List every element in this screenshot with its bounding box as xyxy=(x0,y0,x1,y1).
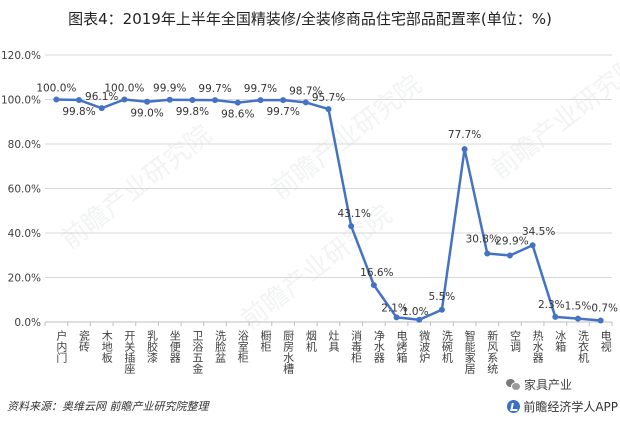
data-label: 99.7% xyxy=(244,83,277,95)
x-tick-label: 洗脸盆 xyxy=(214,330,227,363)
x-tick-label: 热水器 xyxy=(531,330,544,364)
x-tick-label: 智能家居 xyxy=(463,329,476,375)
data-point xyxy=(144,98,151,105)
watermark-text: 前瞻产业研究院 xyxy=(486,50,620,186)
data-label: 95.7% xyxy=(312,92,345,104)
data-label: 29.9% xyxy=(495,235,528,247)
data-point xyxy=(552,313,559,320)
data-point xyxy=(484,250,491,257)
app-logo-icon xyxy=(507,399,521,413)
data-label: 30.8% xyxy=(466,233,499,245)
wechat-watermark: 家具产业 xyxy=(506,376,572,393)
data-point xyxy=(438,306,445,313)
x-tick-label: 空调 xyxy=(508,329,521,353)
data-point xyxy=(302,99,309,106)
data-point xyxy=(597,317,604,324)
data-label: 99.7% xyxy=(198,83,231,95)
data-point xyxy=(325,106,332,113)
y-tick-label: 40.0% xyxy=(8,228,41,240)
x-tick-label: 橱柜 xyxy=(259,329,272,353)
data-point xyxy=(189,96,196,103)
app-badge-label: 前瞻经济学人APP xyxy=(523,399,618,414)
data-label: 5.5% xyxy=(429,291,456,303)
x-tick-label: 电视 xyxy=(599,330,612,352)
data-label: 43.1% xyxy=(338,208,371,220)
x-tick-label: 卫浴五金 xyxy=(191,330,204,374)
data-label-layer: 100.0%99.8%96.1%100.0%99.0%99.9%99.8%99.… xyxy=(36,83,618,318)
x-tick-label: 浴室柜 xyxy=(236,330,249,364)
x-axis: 户内门 瓷砖 木地板 开关插座 乳胶漆 坐便器 卫浴五金 洗脸盆 浴室柜 橱柜 厨房水槽 烟机 灶具 消毒… xyxy=(44,321,613,375)
data-point xyxy=(76,96,83,103)
data-label: 99.9% xyxy=(153,83,186,95)
data-label: 99.8% xyxy=(62,106,95,118)
y-tick-label: 100.0% xyxy=(1,95,41,107)
y-tick-label: 0.0% xyxy=(14,317,41,329)
data-point xyxy=(574,315,581,322)
x-tick-label: 开关插座 xyxy=(123,330,136,374)
x-tick-label: 烟机 xyxy=(304,329,317,352)
data-label: 2.1% xyxy=(381,302,408,314)
app-badge: 前瞻经济学人APP xyxy=(507,394,618,418)
data-label: 99.0% xyxy=(130,108,163,120)
x-tick-label: 乳胶漆 xyxy=(146,330,159,363)
data-point xyxy=(416,316,423,323)
data-label: 98.7% xyxy=(289,85,322,97)
data-point xyxy=(53,96,60,103)
data-label: 1.5% xyxy=(565,301,592,313)
data-label: 34.5% xyxy=(522,226,555,238)
x-tick-label: 洗衣机 xyxy=(576,330,589,363)
wechat-watermark-label: 家具产业 xyxy=(524,378,573,392)
data-point xyxy=(257,97,264,104)
x-tick-label: 新风系统 xyxy=(486,329,499,374)
chart-title: 图表4：2019年上半年全国精装修/全装修商品住宅部品配置率(单位：%) xyxy=(68,10,552,28)
y-tick-label: 120.0% xyxy=(1,50,41,62)
data-point xyxy=(280,97,287,104)
data-label: 2.3% xyxy=(538,299,565,311)
x-tick-label: 微波炉 xyxy=(418,329,431,364)
y-tick-label: 80.0% xyxy=(8,139,41,151)
data-point xyxy=(234,99,241,106)
data-label: 96.1% xyxy=(85,91,118,103)
x-tick-label: 坐便器 xyxy=(168,330,181,364)
source-note: 资料来源：奥维云网 前瞻产业研究院整理 xyxy=(7,400,209,413)
data-point xyxy=(121,96,128,103)
data-label: 100.0% xyxy=(36,83,76,95)
x-tick-label: 冰箱 xyxy=(554,330,567,353)
data-label: 99.7% xyxy=(266,106,299,118)
data-label: 98.6% xyxy=(221,109,254,121)
data-label: 16.6% xyxy=(360,267,393,279)
y-axis: 0.0% 20.0% 40.0% 60.0% 80.0% 100.0% 120.0% xyxy=(1,50,41,329)
data-point xyxy=(370,282,377,289)
data-point xyxy=(393,314,400,321)
data-label: 100.0% xyxy=(104,83,144,95)
data-point xyxy=(461,146,468,153)
wechat-icon xyxy=(506,379,521,391)
data-label: 99.8% xyxy=(176,106,209,118)
x-tick-label: 瓷砖 xyxy=(78,329,91,353)
watermark-text: 前瞻产业研究院 xyxy=(56,120,218,256)
x-tick-label: 厨房水槽 xyxy=(282,330,295,375)
y-tick-label: 20.0% xyxy=(8,273,41,285)
data-point xyxy=(166,96,173,103)
data-label: 77.7% xyxy=(448,129,481,141)
data-point xyxy=(98,105,105,112)
x-tick-label: 净水器 xyxy=(372,329,385,364)
data-label: 1.0% xyxy=(402,306,429,318)
data-label: 0.7% xyxy=(591,302,618,314)
x-tick-label: 木地板 xyxy=(100,330,113,364)
x-tick-label: 户内门 xyxy=(55,329,68,364)
x-tick-label: 电烤箱 xyxy=(395,330,408,364)
data-point xyxy=(506,252,513,259)
series-layer xyxy=(53,96,604,324)
data-point xyxy=(212,97,219,104)
x-tick-label: 消毒柜 xyxy=(350,329,363,364)
y-tick-label: 60.0% xyxy=(8,184,41,196)
x-tick-label: 灶具 xyxy=(327,330,340,352)
data-point xyxy=(529,242,536,249)
x-tick-label: 洗碗机 xyxy=(440,330,453,363)
data-point xyxy=(348,223,355,230)
